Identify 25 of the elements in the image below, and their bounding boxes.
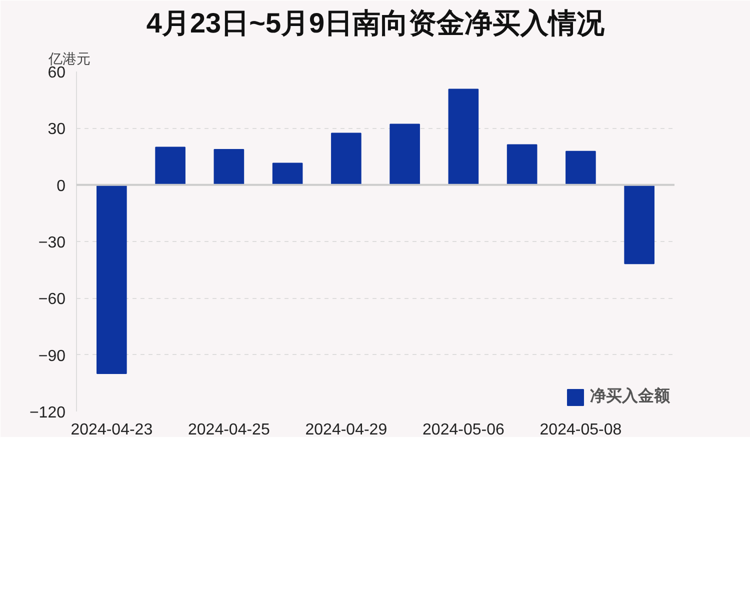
y-tick-label: −60 [38, 291, 66, 308]
bar [214, 149, 244, 186]
y-tick-label: 30 [48, 121, 66, 138]
y-tick-label: −90 [38, 348, 66, 365]
bar [506, 144, 538, 186]
x-tick-label: 2024-04-25 [188, 422, 270, 438]
bar [96, 184, 127, 374]
chart-title: 4月23日~5月9日南向资金净买入情况 [146, 8, 606, 38]
x-tick-label: 2024-04-23 [70, 422, 153, 438]
y-axis-title: 亿港元 [48, 50, 90, 66]
x-tick-label: 2024-05-08 [540, 422, 622, 438]
legend-label: 净买入金额 [590, 386, 670, 407]
bar [272, 162, 303, 186]
bar [390, 124, 420, 186]
bar [155, 146, 186, 186]
x-tick-label: 2024-04-29 [305, 422, 388, 438]
y-tick-label: −30 [38, 234, 66, 252]
y-tick-label: −120 [29, 404, 66, 422]
x-tick-label: 2024-05-06 [422, 422, 504, 438]
bar [448, 88, 479, 186]
bar [624, 184, 654, 264]
y-tick-label: 60 [48, 64, 66, 82]
bar [331, 132, 362, 186]
y-tick-label: 0 [56, 178, 66, 195]
bar [566, 150, 596, 186]
